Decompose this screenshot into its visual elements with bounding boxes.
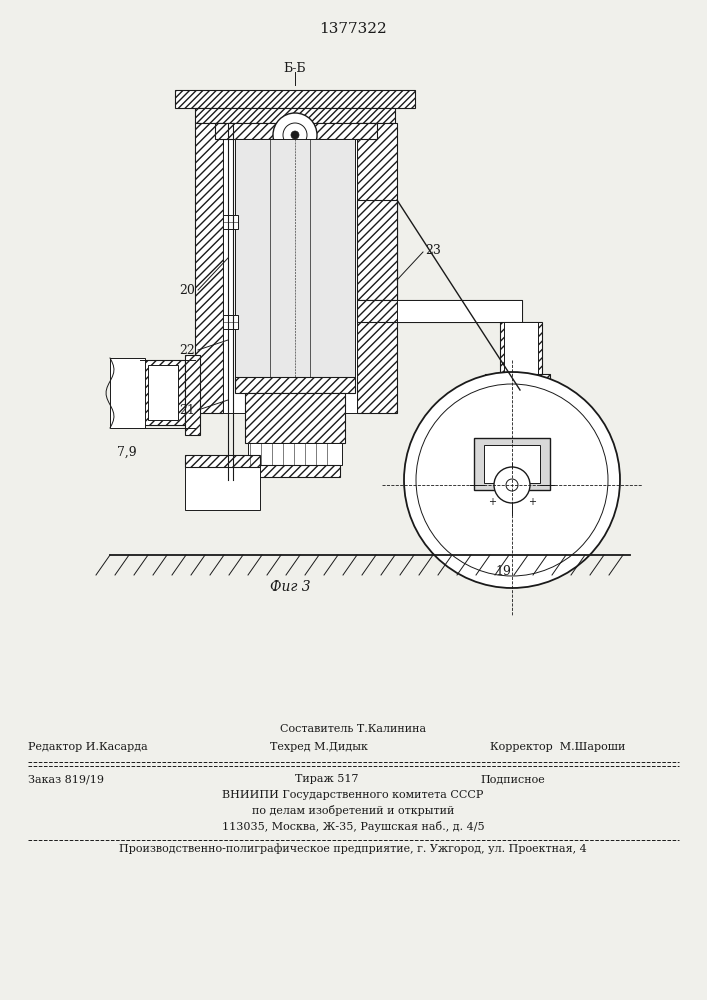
Polygon shape: [148, 365, 178, 420]
Polygon shape: [185, 465, 260, 510]
Text: ВНИИПИ Государственного комитета СССР: ВНИИПИ Государственного комитета СССР: [222, 790, 484, 800]
Text: 21: 21: [179, 403, 195, 416]
Circle shape: [416, 384, 608, 576]
Polygon shape: [500, 322, 542, 382]
Polygon shape: [494, 382, 541, 402]
Polygon shape: [485, 374, 550, 386]
Polygon shape: [110, 358, 145, 428]
Text: 19: 19: [495, 565, 511, 578]
Text: +: +: [488, 497, 496, 507]
Text: Б-Б: Б-Б: [284, 62, 306, 75]
Polygon shape: [223, 215, 238, 229]
Text: 23: 23: [425, 243, 441, 256]
Polygon shape: [140, 360, 185, 425]
Circle shape: [273, 113, 317, 157]
Text: 22: 22: [180, 344, 195, 357]
Text: Техред М.Дидык: Техред М.Дидык: [270, 742, 368, 752]
Polygon shape: [504, 322, 538, 380]
Text: Подписное: Подписное: [480, 774, 545, 784]
Circle shape: [404, 372, 620, 588]
Polygon shape: [223, 315, 238, 329]
Text: 20: 20: [179, 284, 195, 296]
Polygon shape: [223, 123, 357, 413]
Polygon shape: [248, 443, 342, 465]
Circle shape: [506, 479, 518, 491]
Text: Редактор И.Касарда: Редактор И.Касарда: [28, 742, 148, 752]
Polygon shape: [235, 377, 355, 393]
Polygon shape: [245, 393, 345, 443]
Text: Фиг 3: Фиг 3: [269, 580, 310, 594]
Circle shape: [283, 123, 307, 147]
Polygon shape: [175, 90, 415, 108]
Polygon shape: [490, 382, 545, 404]
Polygon shape: [185, 355, 200, 435]
Text: 7,9: 7,9: [117, 446, 137, 459]
Circle shape: [291, 131, 299, 139]
Text: Составитель Т.Калинина: Составитель Т.Калинина: [280, 724, 426, 734]
Polygon shape: [185, 455, 260, 467]
Text: Тираж 517: Тираж 517: [295, 774, 358, 784]
Text: Производственно-полиграфическое предприятие, г. Ужгород, ул. Проектная, 4: Производственно-полиграфическое предприя…: [119, 843, 587, 854]
Polygon shape: [474, 438, 550, 490]
Text: Корректор  М.Шароши: Корректор М.Шароши: [490, 742, 626, 752]
Text: по делам изобретений и открытий: по делам изобретений и открытий: [252, 805, 454, 816]
Circle shape: [494, 467, 530, 503]
Polygon shape: [195, 108, 395, 123]
Text: Заказ 819/19: Заказ 819/19: [28, 774, 104, 784]
Polygon shape: [235, 139, 355, 377]
Polygon shape: [357, 123, 397, 413]
Polygon shape: [250, 465, 340, 477]
Polygon shape: [195, 123, 223, 413]
Polygon shape: [357, 300, 522, 322]
Text: 1377322: 1377322: [319, 22, 387, 36]
Text: 113035, Москва, Ж-35, Раушская наб., д. 4/5: 113035, Москва, Ж-35, Раушская наб., д. …: [222, 821, 484, 832]
Polygon shape: [397, 300, 522, 322]
Polygon shape: [484, 445, 540, 483]
Polygon shape: [215, 123, 377, 139]
Text: +: +: [528, 497, 536, 507]
Polygon shape: [357, 200, 397, 300]
